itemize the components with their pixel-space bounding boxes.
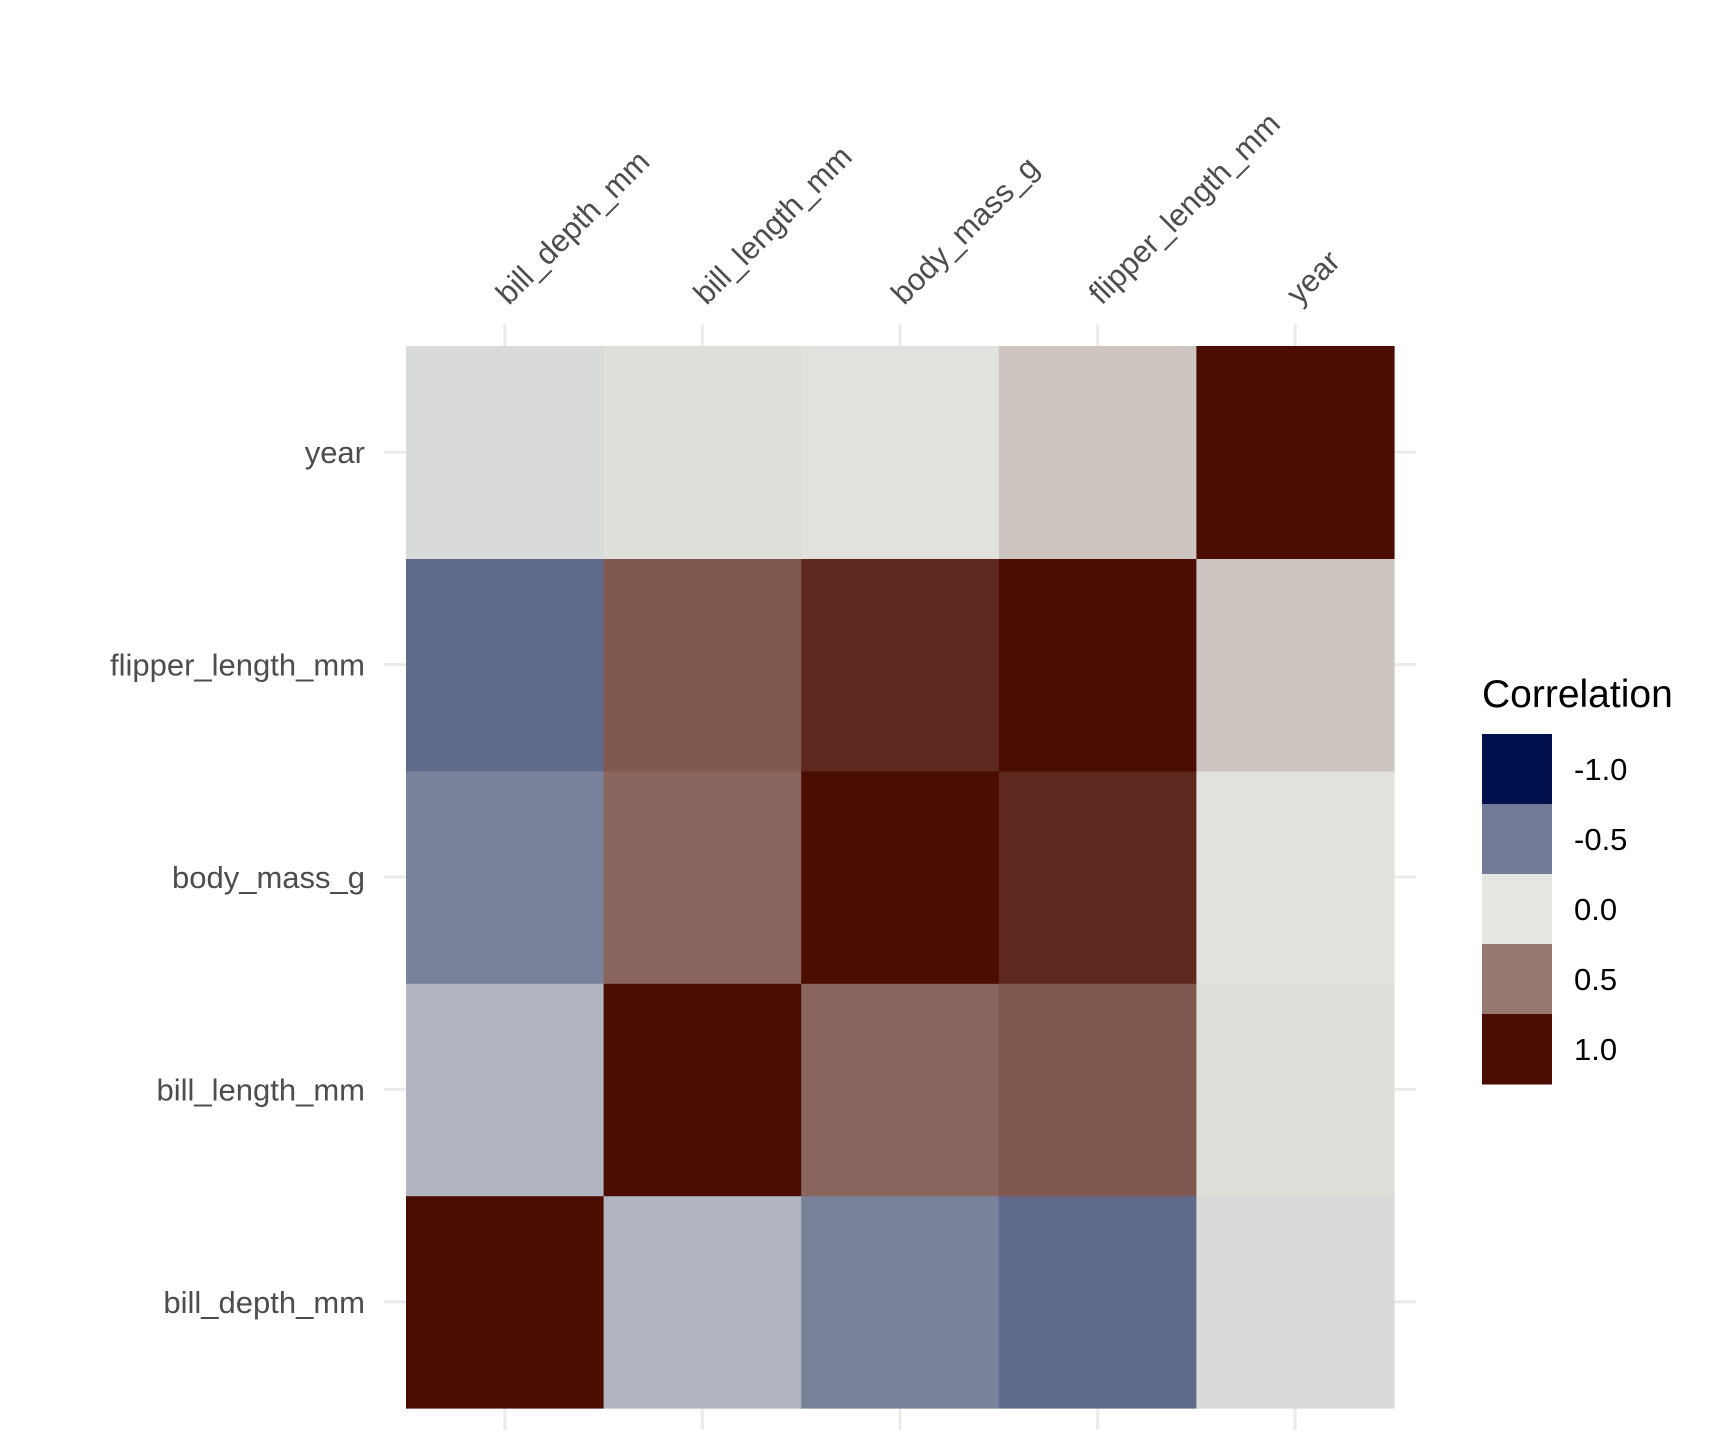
y-axis-labels: bill_depth_mm bill_length_mm body_mass_g fl… [110, 435, 365, 1320]
y-tick-label: bill_depth_mm [163, 1285, 365, 1320]
heatmap-cell-body_mass_g-body_mass_g [801, 770, 1000, 984]
heatmap-cell-flipper_length_mm-flipper_length_mm [998, 558, 1197, 772]
legend: Correlation -1.0 -0.5 0.0 0.5 1.0 [1482, 673, 1673, 1085]
heatmap-cell-bill_depth_mm-bill_length_mm [603, 1195, 802, 1409]
x-tick-label: bill_depth_mm [489, 144, 656, 311]
heatmap-cell-body_mass_g-bill_length_mm [603, 770, 802, 984]
x-axis-labels: bill_depth_mm bill_length_mm body_mass_g fl… [489, 106, 1347, 311]
legend-key [1482, 804, 1552, 875]
heatmap-cell-year-bill_depth_mm [406, 346, 605, 559]
x-tick-label: flipper_length_mm [1082, 106, 1287, 311]
heatmap-cell-bill_depth_mm-bill_depth_mm [406, 1195, 605, 1409]
heatmap-cell-flipper_length_mm-body_mass_g [801, 558, 1000, 772]
heatmap-cell-year-flipper_length_mm [998, 346, 1197, 559]
legend-label: -1.0 [1574, 752, 1627, 787]
legend-label: 0.0 [1574, 892, 1617, 927]
heatmap-cell-year-body_mass_g [801, 346, 1000, 559]
heatmap-cell-flipper_length_mm-year [1196, 558, 1395, 772]
heatmap-cell-body_mass_g-bill_depth_mm [406, 770, 605, 984]
heatmap-tiles [406, 346, 1395, 1409]
heatmap-cell-body_mass_g-flipper_length_mm [998, 770, 1197, 984]
legend-title: Correlation [1482, 673, 1673, 716]
heatmap-cell-flipper_length_mm-bill_length_mm [603, 558, 802, 772]
heatmap-cell-bill_length_mm-bill_depth_mm [406, 983, 605, 1197]
heatmap-cell-year-year [1196, 346, 1395, 559]
y-tick-label: body_mass_g [172, 860, 365, 895]
x-tick-label: bill_length_mm [687, 139, 859, 311]
heatmap-cell-body_mass_g-year [1196, 770, 1395, 984]
legend-key [1482, 944, 1552, 1015]
heatmap-cell-bill_depth_mm-flipper_length_mm [998, 1195, 1197, 1409]
heatmap-cell-year-bill_length_mm [603, 346, 802, 559]
heatmap-cell-bill_depth_mm-body_mass_g [801, 1195, 1000, 1409]
legend-label: 0.5 [1574, 962, 1617, 997]
heatmap-cell-bill_length_mm-bill_length_mm [603, 983, 802, 1197]
legend-label: -0.5 [1574, 822, 1627, 857]
x-tick-label: body_mass_g [884, 150, 1045, 311]
heatmap-cell-flipper_length_mm-bill_depth_mm [406, 558, 605, 772]
heatmap-cell-bill_length_mm-year [1196, 983, 1395, 1197]
heatmap-cell-bill_length_mm-flipper_length_mm [998, 983, 1197, 1197]
y-tick-label: year [305, 435, 365, 470]
y-tick-label: flipper_length_mm [110, 648, 365, 683]
legend-key [1482, 734, 1552, 805]
legend-label: 1.0 [1574, 1032, 1617, 1067]
x-tick-label: year [1279, 244, 1346, 311]
legend-key [1482, 1014, 1552, 1085]
y-tick-label: bill_length_mm [157, 1072, 366, 1107]
heatmap-cell-bill_depth_mm-year [1196, 1195, 1395, 1409]
legend-key [1482, 874, 1552, 945]
heatmap-cell-bill_length_mm-body_mass_g [801, 983, 1000, 1197]
